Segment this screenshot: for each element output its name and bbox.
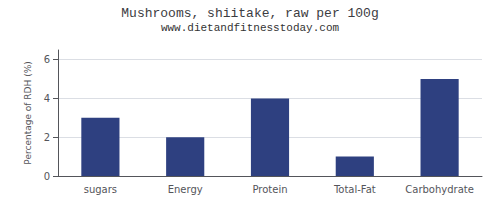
svg-text:4: 4 xyxy=(44,93,50,104)
svg-text:Protein: Protein xyxy=(252,184,287,195)
svg-text:0: 0 xyxy=(44,171,50,182)
svg-text:6: 6 xyxy=(44,54,50,65)
svg-text:2: 2 xyxy=(44,132,50,143)
svg-text:sugars: sugars xyxy=(84,184,117,195)
svg-text:www.dietandfitnesstoday.com: www.dietandfitnesstoday.com xyxy=(161,22,340,34)
svg-text:Mushrooms, shiitake, raw per 1: Mushrooms, shiitake, raw per 100g xyxy=(121,6,378,21)
svg-text:Percentage of RDH (%): Percentage of RDH (%) xyxy=(23,61,33,164)
svg-text:Energy: Energy xyxy=(168,184,203,195)
svg-text:Carbohydrate: Carbohydrate xyxy=(405,184,474,195)
svg-text:Total-Fat: Total-Fat xyxy=(333,184,376,195)
